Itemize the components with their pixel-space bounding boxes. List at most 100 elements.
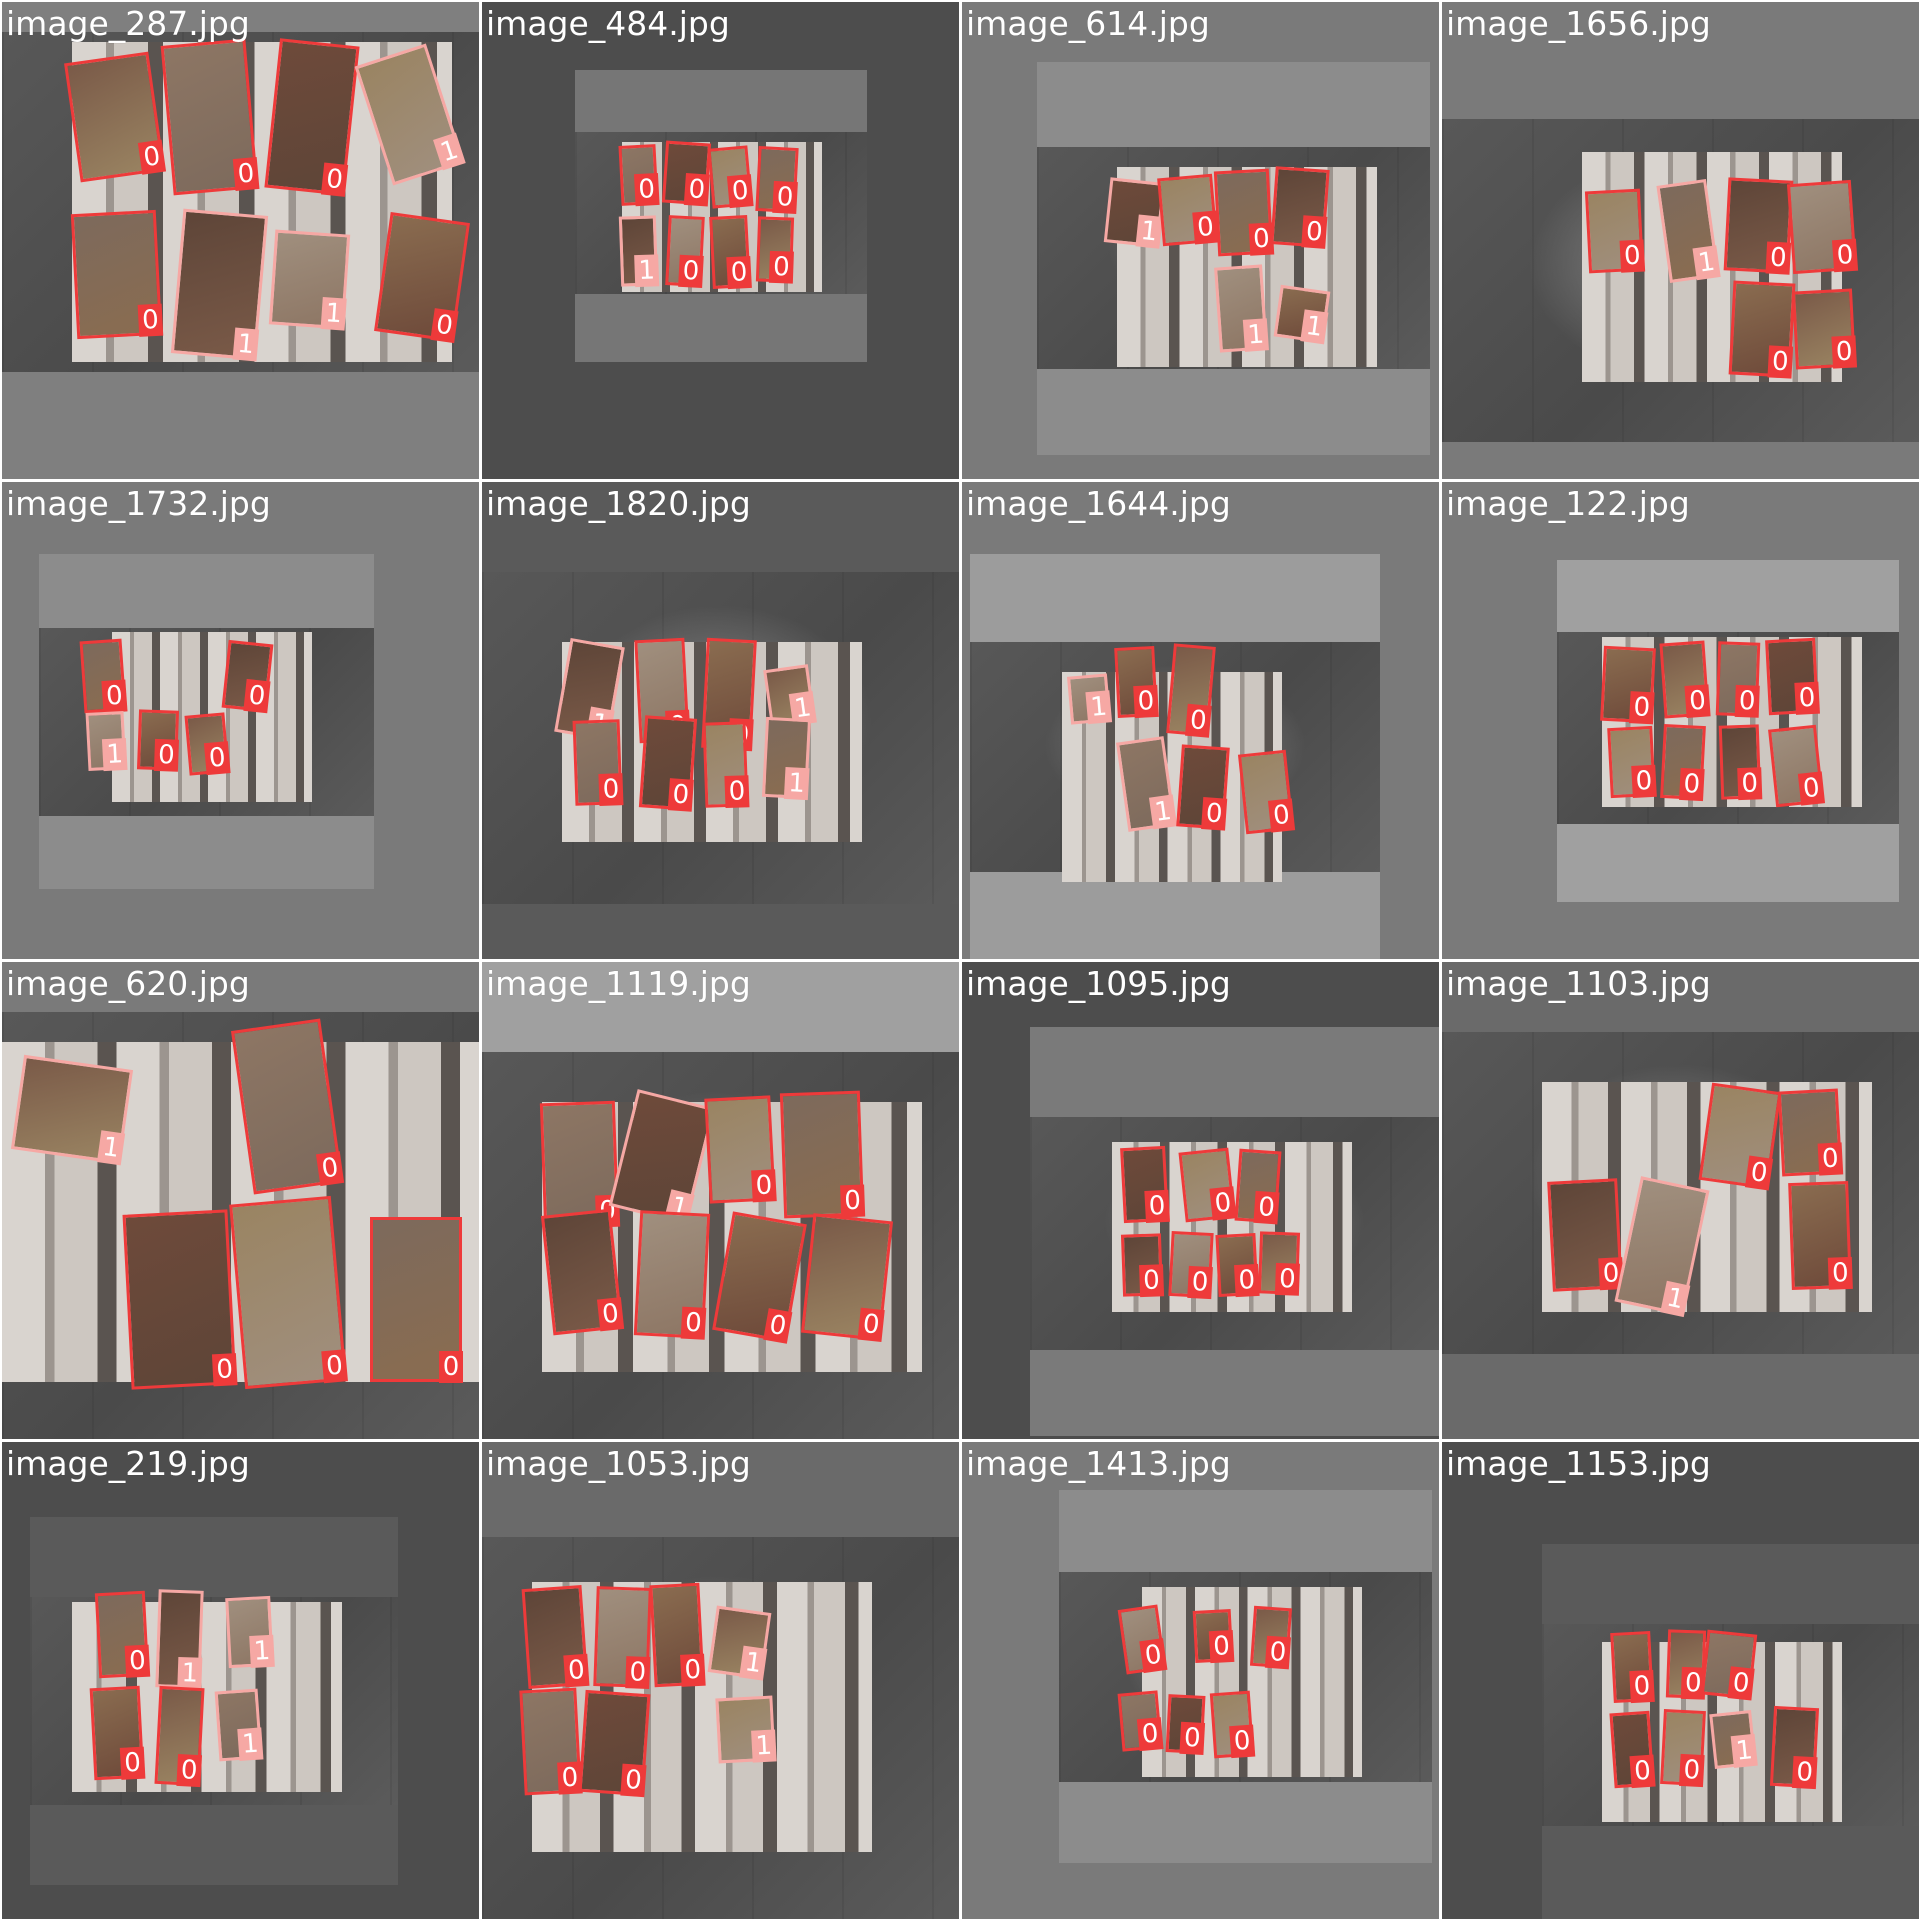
brick-bounding-box: 1 <box>618 215 660 288</box>
brick-bounding-box: 1 <box>214 1688 264 1762</box>
brick-bounding-box: 0 <box>1215 1232 1260 1298</box>
brick-bounding-box: 0 <box>1547 1178 1624 1292</box>
image-filename: image_1103.jpg <box>1446 964 1711 1003</box>
brick-bounding-box: 0 <box>1607 725 1657 799</box>
brick-bounding-box: 0 <box>519 1687 583 1796</box>
class-label: 0 <box>678 254 704 288</box>
image-filename: image_1053.jpg <box>486 1444 751 1483</box>
class-label: 0 <box>840 1184 866 1218</box>
brick-bounding-box: 0 <box>1213 168 1275 257</box>
brick-bounding-box: 0 <box>1715 641 1761 718</box>
brick-bounding-box: 0 <box>593 1586 652 1689</box>
class-label: 0 <box>596 1297 625 1332</box>
brick-bounding-box: 0 <box>221 639 274 714</box>
brick-bounding-box: 0 <box>1600 645 1656 725</box>
class-label: 0 <box>211 1353 238 1387</box>
mosaic-tile: 1 0 0 0 1 1 image_614.jpg <box>962 2 1439 479</box>
image-filename: image_287.jpg <box>6 4 250 43</box>
mosaic-tile: 0 0 0 0 0 0 0 0 image_122.jpg <box>1442 482 1919 959</box>
mosaic-tile: 0 0 0 0 0 1 0 image_1153.jpg <box>1442 1442 1919 1919</box>
mosaic-tile: 0 0 1 0 0 image_1732.jpg <box>2 482 479 959</box>
class-label: 1 <box>320 296 347 331</box>
brick-bounding-box: 0 <box>122 1209 238 1390</box>
brick-bounding-box: 0 <box>665 215 705 288</box>
brick-bounding-box: 0 <box>1120 1145 1170 1224</box>
brick-bounding-box: 0 <box>1584 188 1646 274</box>
brick-bounding-box: 1 <box>268 229 351 331</box>
brick-bounding-box: 1 <box>1066 673 1113 725</box>
brick-bounding-box: 0 <box>1178 1147 1237 1223</box>
class-label: 0 <box>1267 798 1296 833</box>
class-label: 1 <box>783 766 810 801</box>
class-label: 0 <box>1136 1717 1164 1752</box>
image-filename: image_484.jpg <box>486 4 730 43</box>
mosaic-tile: 1 0 0 1 0 0 image_1644.jpg <box>962 482 1439 959</box>
brick-bounding-box: 0 <box>709 215 752 290</box>
image-filename: image_1656.jpg <box>1446 4 1711 43</box>
class-label: 0 <box>1184 703 1212 738</box>
brick-bounding-box: 0 <box>1728 280 1796 379</box>
mosaic-tile: 0 0 0 1 0 0 1 image_1053.jpg <box>482 1442 959 1919</box>
brick-bounding-box: 0 <box>1165 1694 1206 1755</box>
class-label: 0 <box>1678 1753 1705 1788</box>
brick-bounding-box: 0 <box>370 1217 463 1383</box>
class-label: 0 <box>176 1753 203 1788</box>
class-label: 0 <box>232 157 260 192</box>
brick-bounding-box: 1 <box>1103 177 1166 249</box>
image-filename: image_1820.jpg <box>486 484 751 523</box>
brick-bounding-box: 0 <box>649 1582 706 1688</box>
brick-bounding-box: 1 <box>1214 264 1269 353</box>
class-label: 0 <box>1208 1629 1235 1664</box>
class-label: 0 <box>772 180 798 215</box>
class-label: 1 <box>1730 1733 1758 1769</box>
brick-bounding-box: 0 <box>618 144 660 207</box>
brick-bounding-box: 0 <box>1786 179 1859 275</box>
class-label: 0 <box>1629 1669 1655 1704</box>
class-label: 0 <box>101 679 128 714</box>
image-filename: image_122.jpg <box>1446 484 1690 523</box>
class-label: 0 <box>315 1151 345 1187</box>
brick-bounding-box: 0 <box>633 1210 711 1340</box>
brick-bounding-box: 1 <box>170 208 269 362</box>
brick-bounding-box: 0 <box>1176 744 1230 831</box>
brick-bounding-box: 0 <box>1665 1629 1707 1700</box>
class-label: 0 <box>633 172 660 207</box>
class-label: 0 <box>1264 1635 1292 1670</box>
brick-bounding-box: 0 <box>707 145 754 209</box>
brick-bounding-box: 0 <box>136 709 180 772</box>
class-label: 0 <box>1727 1666 1755 1701</box>
brick-bounding-box: 0 <box>1660 1708 1706 1788</box>
brick-bounding-box: 0 <box>704 1095 777 1204</box>
class-label: 0 <box>1192 210 1219 245</box>
image-filename: image_219.jpg <box>6 1444 250 1483</box>
class-label: 0 <box>680 1306 707 1340</box>
brick-bounding-box: 0 <box>160 38 260 196</box>
class-label: 0 <box>119 1746 146 1780</box>
class-label: 0 <box>1274 1262 1300 1296</box>
brick-bounding-box: 0 <box>374 212 470 344</box>
brick-bounding-box: 0 <box>800 1213 894 1342</box>
brick-bounding-box: 0 <box>1168 1230 1214 1300</box>
brick-bounding-box: 1 <box>155 1589 204 1690</box>
brick-bounding-box: 1 <box>85 711 128 772</box>
brick-bounding-box: 1 <box>1709 1709 1758 1770</box>
class-label: 0 <box>667 778 694 812</box>
class-label: 1 <box>101 737 128 772</box>
brick-bounding-box: 0 <box>1192 1609 1235 1664</box>
brick-bounding-box: 0 <box>1166 643 1216 738</box>
mosaic-tile: 0 1 0 0 0 0 image_1656.jpg <box>1442 2 1919 479</box>
class-label: 1 <box>1300 309 1329 345</box>
class-label: 0 <box>1734 684 1760 718</box>
class-label: 0 <box>563 1653 590 1688</box>
brick-bounding-box: 0 <box>1768 724 1826 808</box>
class-label: 1 <box>1148 794 1178 830</box>
class-label: 1 <box>634 254 660 288</box>
class-label: 0 <box>1139 1264 1165 1298</box>
brick-bounding-box: 0 <box>154 1685 205 1788</box>
class-label: 0 <box>751 1169 777 1203</box>
class-label: 0 <box>1797 771 1826 806</box>
class-label: 0 <box>724 775 750 809</box>
brick-bounding-box: 0 <box>1237 749 1296 835</box>
class-label: 0 <box>1253 1190 1280 1225</box>
